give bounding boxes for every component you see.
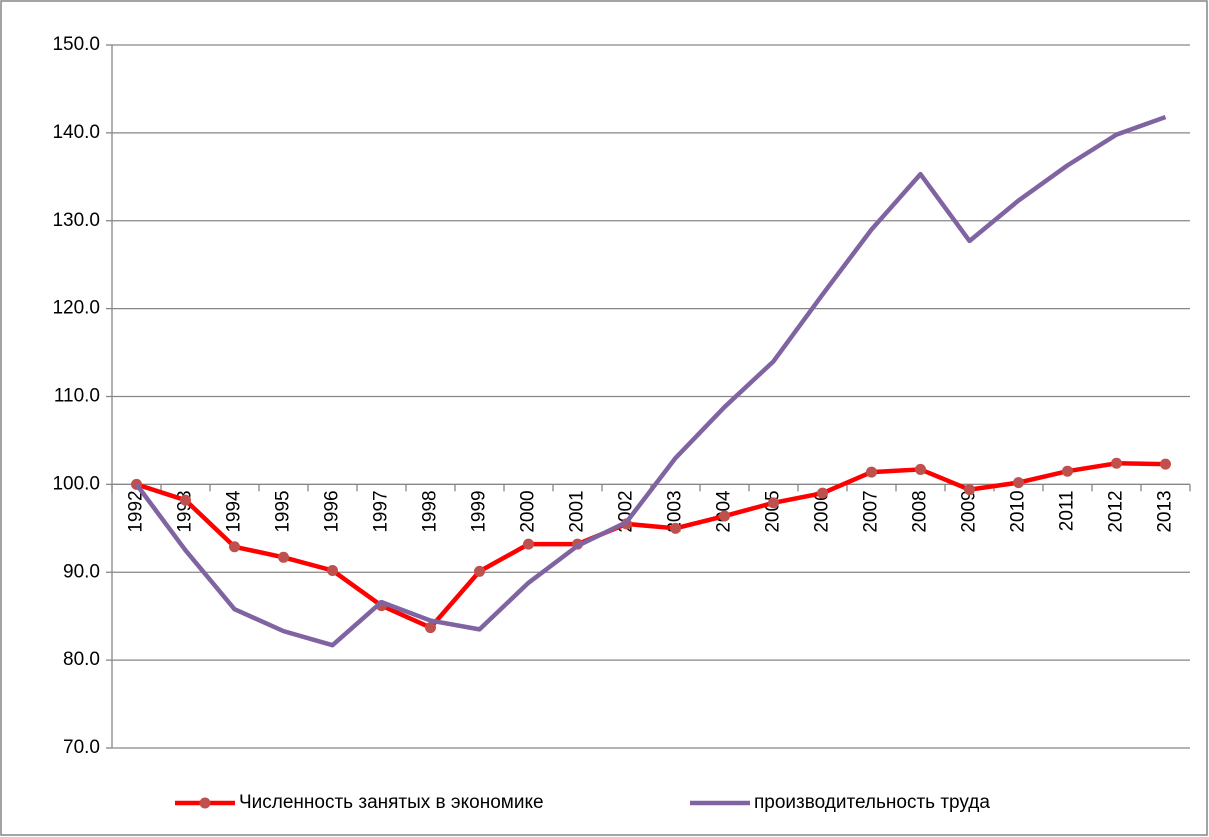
- series-marker: [1111, 457, 1122, 469]
- series-marker: [180, 494, 191, 506]
- y-tick-label: 90.0: [63, 561, 100, 582]
- series-marker: [915, 463, 926, 475]
- series-marker: [719, 510, 730, 522]
- x-tick-label: 1997: [371, 490, 392, 532]
- x-tick-label: 2010: [1008, 490, 1029, 532]
- x-tick-label: 2011: [1057, 490, 1078, 531]
- x-tick-label: 1996: [322, 490, 343, 532]
- legend-label: Численность занятых в экономике: [239, 792, 544, 813]
- y-tick-label: 130.0: [52, 210, 100, 231]
- x-tick-label: 1998: [420, 490, 441, 532]
- series-marker: [523, 538, 534, 550]
- y-tick-label: 110.0: [54, 386, 100, 407]
- legend-label: производительность труда: [754, 792, 990, 813]
- x-tick-label: 2009: [959, 490, 980, 532]
- series-marker: [1013, 477, 1024, 489]
- y-tick-label: 120.0: [52, 298, 100, 319]
- y-tick-label: 150.0: [52, 34, 100, 55]
- x-tick-label: 2007: [861, 490, 882, 532]
- series-marker: [425, 622, 436, 634]
- series-marker: [866, 466, 877, 478]
- series-marker: [229, 541, 240, 553]
- series-marker: [817, 487, 828, 499]
- series-marker: [278, 551, 289, 563]
- y-tick-label: 100.0: [52, 473, 100, 494]
- x-tick-label: 2013: [1155, 490, 1176, 532]
- series-marker: [327, 564, 338, 576]
- y-tick-label: 140.0: [52, 122, 100, 143]
- series-marker: [768, 497, 779, 509]
- series-marker: [1062, 465, 1073, 477]
- x-tick-label: 1999: [469, 490, 490, 532]
- y-tick-label: 80.0: [63, 649, 100, 670]
- series-line: [134, 114, 1167, 648]
- x-tick-label: 2012: [1106, 490, 1127, 532]
- x-tick-label: 1992: [126, 490, 147, 532]
- x-tick-label: 2006: [812, 490, 833, 532]
- x-tick-label: 2000: [518, 490, 539, 532]
- x-tick-label: 2003: [665, 490, 686, 532]
- x-tick-label: 1995: [273, 490, 294, 532]
- series-marker: [670, 522, 681, 534]
- series-marker: [964, 484, 975, 496]
- x-tick-label: 2001: [567, 490, 588, 532]
- series-line: [135, 461, 1166, 630]
- series-marker: [474, 565, 485, 577]
- legend-marker: [199, 797, 211, 809]
- x-tick-label: 1994: [224, 490, 245, 533]
- y-tick-label: 70.0: [63, 737, 100, 758]
- x-tick-label: 2005: [763, 490, 784, 532]
- x-tick-label: 2008: [910, 490, 931, 532]
- series-marker: [1160, 458, 1171, 470]
